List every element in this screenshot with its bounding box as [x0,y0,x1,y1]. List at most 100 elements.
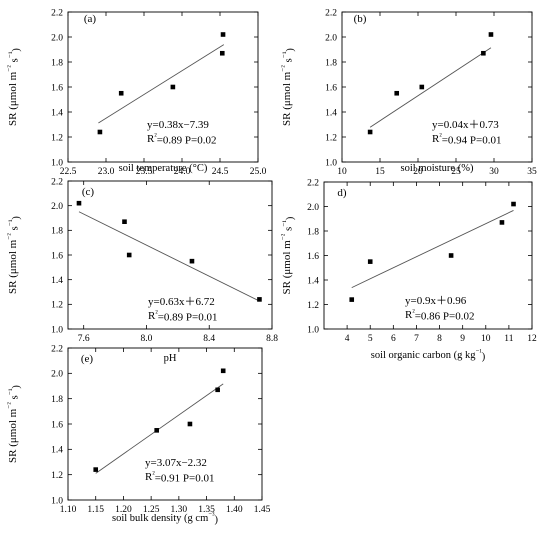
fit-line [78,211,260,302]
y-tick-label: 1.4 [307,276,319,286]
fit-line [98,44,225,124]
panel-label: (b) [354,13,367,25]
y-tick-label: 1.8 [51,58,63,68]
x-tick-label: 23.5 [136,167,153,177]
data-point [170,84,176,90]
data-point [488,32,494,37]
y-tick-label: 2.0 [325,33,337,43]
y-tick-label: 1.4 [51,108,63,118]
x-tick-label: 24.0 [174,167,191,177]
panel-label: (c) [82,186,95,198]
x-axis-label: soil bulk density (g cm⁻³) [112,511,219,526]
x-tick-label: 10 [337,167,347,177]
x-tick-label: 8 [437,334,442,344]
y-tick-label: 1.4 [51,446,63,456]
x-tick-label: 1.40 [226,505,243,515]
y-axis-label: SR (μmol m⁻² s⁻¹) [279,48,295,126]
data-point [499,220,505,225]
y-axis-label: SR (μmol m⁻² s⁻¹) [5,216,21,294]
y-tick-label: 2.0 [307,203,319,213]
x-tick-label: 22.5 [60,167,77,177]
data-point [349,297,355,302]
x-axis-label: soil moisture (%) [401,163,474,174]
y-axis-label: SR (μmol m⁻² s⁻¹) [5,48,21,126]
data-point [97,129,103,135]
data-point [118,90,124,96]
panel-c: 1.0 1.2 1.4 1.6 1.8 2.0 2.2 7.6 8.0 8.4 8.8 (c) y=0.… [5,177,278,364]
data-point [511,201,516,207]
x-tick-label: 10 [481,334,491,344]
x-tick-label: 1.15 [87,505,104,515]
y-tick-label: 2.2 [51,177,63,187]
y-tick-label: 1.6 [51,420,63,430]
x-axis-label: soil organic carbon (g kg⁻¹) [371,348,486,363]
y-tick-label: 2.2 [307,178,319,188]
regression-stats: R²=0.89 P=0.02 [147,131,217,146]
y-tick-label: 1.2 [51,301,63,311]
y-tick-label: 1.0 [307,325,319,335]
x-tick-label: 7.6 [78,334,90,344]
y-tick-label: 1.6 [325,83,337,93]
fit-line [95,383,224,474]
data-point [220,32,226,37]
x-tick-label: 1.45 [254,505,271,515]
y-tick-label: 1.8 [325,58,337,68]
data-point [154,428,159,433]
regression-stats: R²=0.91 P=0.01 [145,469,215,484]
y-tick-label: 1.6 [51,251,63,261]
data-point [419,84,425,90]
regression-stats: R²=0.94 P=0.01 [432,131,502,146]
regression-equation: y=0.63x＋6.72 [148,296,215,308]
data-point [76,200,82,206]
panel-label: (a) [84,13,97,25]
x-axis-label: soil temperature (°C) [119,163,208,174]
data-point [215,387,220,393]
x-tick-label: 23.0 [98,167,115,177]
data-point [394,90,400,96]
x-tick-label: 8.4 [203,334,215,344]
panel-label: (e) [81,353,94,365]
x-tick-label: 30 [489,167,499,177]
x-tick-label: 1.20 [115,505,132,515]
y-tick-label: 1.4 [51,276,63,286]
y-tick-label: 1.2 [307,301,319,311]
y-tick-label: 1.0 [51,158,63,168]
panel-label: d) [337,187,347,199]
y-tick-label: 1.6 [307,252,319,262]
data-point [187,421,193,427]
regression-stats: R²=0.86 P=0.02 [405,307,475,322]
x-tick-label: 1.35 [198,505,215,515]
y-tick-label: 1.0 [325,158,337,168]
data-point [219,50,225,56]
regression-stats: R²=0.89 P=0.01 [148,308,218,323]
y-tick-label: 2.0 [51,370,63,380]
y-tick-label: 2.2 [51,344,63,354]
y-tick-label: 2.0 [51,202,63,212]
regression-equation: y=0.38x−7.39 [147,119,209,131]
y-axis-label: SR (μmol m⁻² s⁻¹) [5,385,21,463]
y-tick-label: 1.4 [325,108,337,118]
x-tick-label: 6 [391,334,396,344]
y-tick-label: 2.2 [325,8,337,18]
x-tick-label: 9 [460,334,465,344]
y-tick-label: 1.6 [51,83,63,93]
y-tick-label: 1.8 [51,395,63,405]
data-point [220,368,226,374]
x-axis-label: pH [164,353,177,364]
data-point [481,50,486,56]
x-tick-label: 12 [527,334,537,344]
x-tick-label: 25 [451,167,461,177]
x-tick-label: 35 [527,167,537,177]
x-tick-label: 5 [368,334,373,344]
data-point [257,297,262,302]
data-point [93,467,99,472]
x-tick-label: 1.30 [171,505,188,515]
panel-e: 1.0 1.2 1.4 1.6 1.8 2.0 2.2 1.10 1.15 1.20 1.25 1.3… [5,344,270,525]
y-tick-label: 1.2 [51,471,63,481]
x-tick-label: 25.0 [250,167,267,177]
x-tick-label: 24.5 [212,167,229,177]
data-point [448,253,454,258]
data-point [122,219,127,224]
panel-b: 1.0 1.2 1.4 1.6 1.8 2.0 2.2 10 15 20 25 30 35 (b) y=0.… [279,8,537,177]
